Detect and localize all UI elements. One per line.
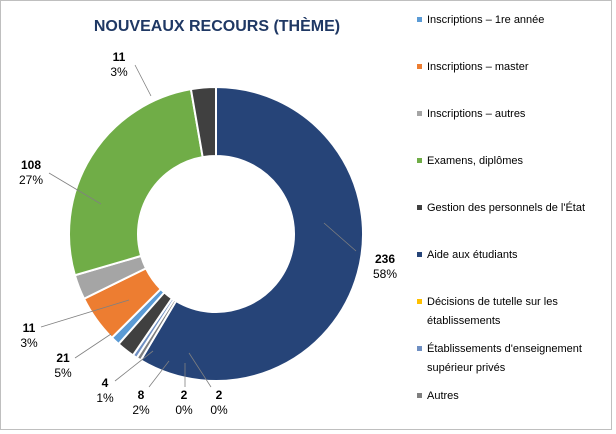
legend-swatch — [417, 111, 422, 116]
legend-label: Inscriptions – master — [427, 61, 529, 73]
legend-swatch — [417, 17, 422, 22]
legend: Inscriptions – 1re année Inscriptions – m… — [417, 14, 585, 402]
legend-label: Autres — [427, 390, 459, 402]
data-label-value: 21 — [56, 351, 70, 365]
legend-swatch — [417, 299, 422, 304]
legend-label: Établissements d'enseignement — [427, 342, 582, 355]
data-label-percent: 0% — [210, 403, 228, 417]
legend-swatch — [417, 64, 422, 69]
legend-swatch — [417, 393, 422, 398]
leader-line — [74, 333, 112, 359]
donut-slice — [189, 85, 217, 159]
data-label-percent: 3% — [110, 65, 128, 79]
legend-label: établissements — [427, 315, 501, 327]
legend-label: Inscriptions – 1re année — [427, 14, 544, 26]
leader-line — [134, 64, 152, 97]
data-label-value: 236 — [375, 252, 395, 266]
donut-slices — [68, 85, 364, 382]
leader-line — [148, 360, 170, 388]
data-label-value: 108 — [21, 158, 41, 172]
legend-swatch — [417, 252, 422, 257]
legend-label: Décisions de tutelle sur les — [427, 296, 558, 308]
legend-label: Aide aux étudiants — [427, 249, 518, 261]
donut-slice — [68, 87, 204, 277]
data-label-value: 2 — [216, 388, 223, 402]
data-label-value: 4 — [102, 376, 109, 390]
legend-label: Inscriptions – autres — [427, 108, 526, 120]
donut-slice — [139, 85, 364, 382]
leader-line — [40, 299, 130, 328]
legend-label: Examens, diplômes — [427, 155, 523, 167]
data-label-percent: 5% — [54, 366, 72, 380]
legend-swatch — [417, 158, 422, 163]
chart-title: NOUVEAUX RECOURS (THÈME) — [94, 16, 340, 35]
data-label-percent: 2% — [132, 403, 150, 417]
data-label-percent: 1% — [96, 391, 114, 405]
data-label-value: 2 — [181, 388, 188, 402]
data-label-percent: 3% — [20, 336, 38, 350]
data-label-value: 8 — [138, 388, 145, 402]
leader-line — [188, 352, 212, 388]
data-label-value: 11 — [23, 321, 36, 335]
data-label-value: 11 — [113, 50, 126, 64]
legend-swatch — [417, 205, 422, 210]
data-label-percent: 27% — [19, 173, 43, 187]
data-label-percent: 58% — [373, 267, 397, 281]
data-label-percent: 0% — [175, 403, 193, 417]
leader-lines — [40, 64, 357, 388]
leader-line — [114, 350, 154, 382]
legend-swatch — [417, 346, 422, 351]
legend-label: supérieur privés — [427, 362, 506, 374]
leader-line — [323, 222, 357, 252]
legend-label: Gestion des personnels de l'État — [427, 201, 585, 214]
leader-line — [48, 172, 102, 205]
